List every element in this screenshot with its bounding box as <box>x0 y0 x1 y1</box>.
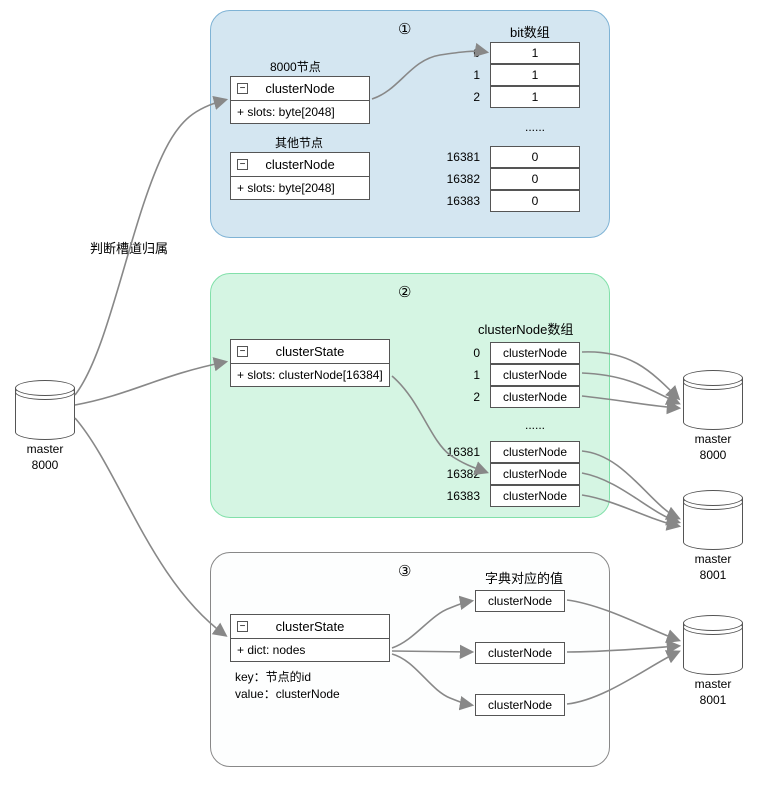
cluster-state-slots-box: − clusterState + slots: clusterNode[16384… <box>230 339 390 387</box>
box-title: clusterNode <box>265 157 334 172</box>
bit-cell: 1 <box>490 42 580 64</box>
db-master-left: master8000 <box>15 380 75 440</box>
dots: ...... <box>500 120 570 134</box>
cn-cell: clusterNode <box>490 441 580 463</box>
db-label: master8000 <box>15 442 75 473</box>
db-label: master8001 <box>683 677 743 708</box>
box-title: clusterState <box>276 619 345 634</box>
bit-idx: 16383 <box>436 194 480 208</box>
cn-cell: clusterNode <box>490 342 580 364</box>
cn-idx: 16383 <box>436 489 480 503</box>
bit-cell: 1 <box>490 64 580 86</box>
bit-idx: 2 <box>440 90 480 104</box>
cn-cell: clusterNode <box>490 386 580 408</box>
collapse-icon: − <box>237 346 248 357</box>
box-attr: + slots: byte[2048] <box>231 177 369 199</box>
node-8000-header: 8000节点 <box>270 58 321 75</box>
dict-val-cell: clusterNode <box>475 642 565 664</box>
db-right-1: master8000 <box>683 370 743 430</box>
bit-cell: 0 <box>490 190 580 212</box>
box-attr: + slots: byte[2048] <box>231 101 369 123</box>
bit-idx: 1 <box>440 68 480 82</box>
bit-idx: 16381 <box>436 150 480 164</box>
collapse-icon: − <box>237 621 248 632</box>
cn-idx: 16381 <box>436 445 480 459</box>
dots: ...... <box>500 418 570 432</box>
dict-val-cell: clusterNode <box>475 590 565 612</box>
db-label: master8001 <box>683 552 743 583</box>
key-note: key：节点的id <box>235 668 311 685</box>
db-right-2: master8001 <box>683 490 743 550</box>
panel-1-number: ① <box>398 20 411 38</box>
box-title: clusterNode <box>265 81 334 96</box>
collapse-icon: − <box>237 159 248 170</box>
val-note: value：clusterNode <box>235 685 340 702</box>
cn-idx: 0 <box>436 346 480 360</box>
cn-idx: 2 <box>436 390 480 404</box>
bit-cell: 0 <box>490 146 580 168</box>
bit-cell: 1 <box>490 86 580 108</box>
collapse-icon: − <box>237 83 248 94</box>
cn-idx: 1 <box>436 368 480 382</box>
dict-val-cell: clusterNode <box>475 694 565 716</box>
box-attr: + slots: clusterNode[16384] <box>231 364 389 386</box>
cn-cell: clusterNode <box>490 364 580 386</box>
box-attr: + dict: nodes <box>231 639 389 661</box>
bit-array-title: bit数组 <box>510 22 550 41</box>
bit-idx: 0 <box>440 46 480 60</box>
cn-idx: 16382 <box>436 467 480 481</box>
cn-array-title: clusterNode数组 <box>478 319 573 338</box>
cluster-node-box-1: − clusterNode + slots: byte[2048] <box>230 76 370 124</box>
bit-cell: 0 <box>490 168 580 190</box>
cluster-node-box-2: − clusterNode + slots: byte[2048] <box>230 152 370 200</box>
cn-cell: clusterNode <box>490 485 580 507</box>
cluster-state-dict-box: − clusterState + dict: nodes <box>230 614 390 662</box>
annotation-label: 判断槽道归属 <box>90 238 168 257</box>
db-label: master8000 <box>683 432 743 463</box>
panel-3-number: ③ <box>398 562 411 580</box>
panel-2-number: ② <box>398 283 411 301</box>
box-title: clusterState <box>276 344 345 359</box>
cn-cell: clusterNode <box>490 463 580 485</box>
db-right-3: master8001 <box>683 615 743 675</box>
dict-title: 字典对应的值 <box>485 568 563 587</box>
other-node-header: 其他节点 <box>275 134 323 151</box>
bit-idx: 16382 <box>436 172 480 186</box>
